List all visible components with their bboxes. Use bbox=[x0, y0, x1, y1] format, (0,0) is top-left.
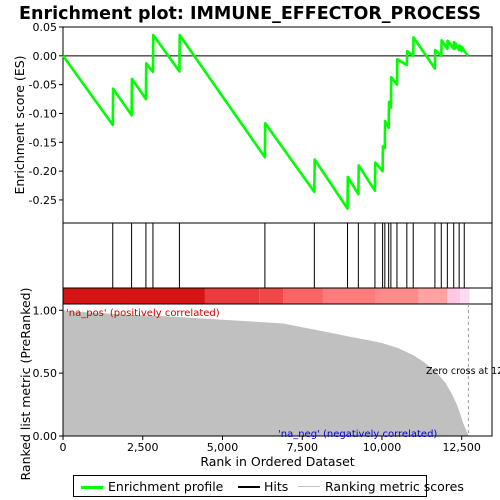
chart-title: Enrichment plot: IMMUNE_EFFECTOR_PROCESS bbox=[19, 4, 481, 24]
top-panel-frame bbox=[62, 26, 493, 224]
es-tick-label: 0.00 bbox=[33, 50, 58, 63]
rank-color-segment bbox=[204, 288, 260, 304]
rank-color-segment bbox=[460, 288, 470, 304]
metric-axis-label: Ranked list metric (PreRanked) bbox=[18, 288, 33, 481]
legend-label-hits: Hits bbox=[264, 479, 289, 494]
es-tick-label: -0.10 bbox=[29, 107, 57, 120]
es-tick-label: -0.15 bbox=[29, 136, 57, 149]
es-tick-label: -0.20 bbox=[29, 165, 57, 178]
rank-axis-label: Rank in Ordered Dataset bbox=[200, 454, 354, 469]
legend-swatch-hits bbox=[238, 486, 260, 488]
rank-color-segment bbox=[469, 288, 492, 304]
legend-label-ranking-metric: Ranking metric scores bbox=[325, 479, 464, 494]
enrichment-profile-line bbox=[61, 33, 470, 210]
ranking-metric-area bbox=[63, 310, 469, 436]
legend-swatch-ranking-metric bbox=[298, 486, 320, 487]
legend-label-enrichment-profile: Enrichment profile bbox=[108, 479, 224, 494]
rank-tick-label: 0 bbox=[60, 441, 67, 454]
rank-color-segment bbox=[283, 288, 323, 304]
hits-panel-frame bbox=[62, 222, 493, 289]
metric-tick-label: 0.50 bbox=[33, 367, 58, 380]
rank-color-segment bbox=[63, 288, 205, 304]
metric-tick-label: 0.00 bbox=[33, 430, 58, 443]
metric-tick-label: 1.00 bbox=[33, 304, 58, 317]
rank-color-segment bbox=[259, 288, 284, 304]
zero-cross-label: Zero cross at 12710 bbox=[426, 366, 500, 377]
rank-color-segment bbox=[447, 288, 461, 304]
rank-tick-label: 7,500 bbox=[286, 441, 318, 454]
rank-color-segment bbox=[322, 288, 376, 304]
es-tick-label: 0.05 bbox=[33, 21, 58, 34]
es-tick-label: -0.25 bbox=[29, 194, 57, 207]
rank-tick-label: 12,500 bbox=[442, 441, 481, 454]
pos-correlated-label: 'na_pos' (positively correlated) bbox=[66, 308, 220, 319]
legend-swatch-enrichment-profile bbox=[81, 486, 103, 489]
rank-color-segment bbox=[418, 288, 448, 304]
rank-tick-label: 10,000 bbox=[363, 441, 402, 454]
bottom-panel-border bbox=[62, 303, 493, 437]
neg-correlated-label: 'na_neg' (negatively correlated) bbox=[278, 429, 437, 440]
legend: Enrichment profile Hits Ranking metric s… bbox=[73, 475, 464, 497]
rank-color-segment bbox=[375, 288, 419, 304]
es-axis-label: Enrichment score (ES) bbox=[12, 55, 27, 194]
rank-tick-label: 5,000 bbox=[207, 441, 239, 454]
rank-tick-label: 2,500 bbox=[127, 441, 159, 454]
es-tick-label: -0.05 bbox=[29, 79, 57, 92]
